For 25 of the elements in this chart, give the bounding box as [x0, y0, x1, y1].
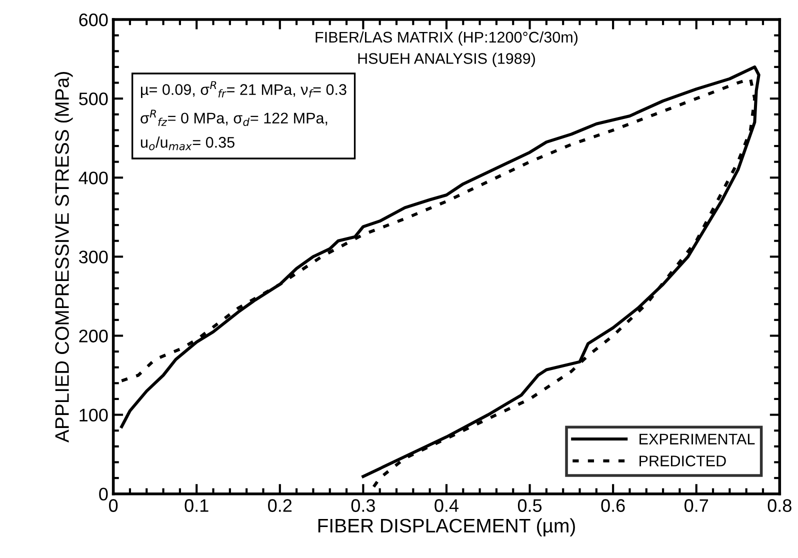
x-tick-label: 0.2	[268, 499, 292, 512]
x-tick-label: 0.3	[351, 499, 375, 512]
x-tick-label: 0.6	[601, 499, 625, 512]
annotation: σ$^{R}$$_{fz}$= 0 MPa, σ$_{d}$= 122 MPa,	[140, 110, 328, 126]
text: FIBER/LAS MATRIX (HP:1200°C/30m)	[316, 31, 578, 46]
legend-label: PREDICTED	[640, 456, 726, 466]
y-tick-label: 300	[79, 250, 108, 264]
y-tick-label: 200	[79, 330, 108, 342]
x-tick-label: 0.1	[184, 499, 208, 512]
y-tick-label: 100	[80, 408, 108, 422]
annotation: u$_{o}$/u$_{max}$= 0.35	[140, 136, 234, 150]
legend-label: EXPERIMENTAL	[640, 434, 755, 444]
x-axis-title: FIBER DISPLACEMENT (µm)	[318, 518, 575, 536]
annotation: µ= 0.09, σ$^{R}$$_{fr}$= 21 MPa, ν$_{f}$= 0.3	[141, 81, 346, 98]
x-tick-label: 0.7	[684, 499, 708, 512]
y-tick-label: 600	[79, 13, 108, 26]
y-tick-label: 0	[99, 488, 108, 501]
y-axis-title: APPLIED COMPRESSIVE STRESS (MPa)	[54, 72, 73, 442]
x-tick-label: 0.8	[768, 499, 792, 512]
x-tick-label: 0.4	[434, 499, 459, 512]
y-tick-label: 500	[79, 92, 108, 106]
y-tick-label: 400	[78, 172, 108, 184]
x-tick-label: 0	[109, 499, 118, 512]
x-tick-label: 0.5	[518, 499, 542, 512]
text: HSUEH ANALYSIS (1989)	[358, 52, 535, 67]
